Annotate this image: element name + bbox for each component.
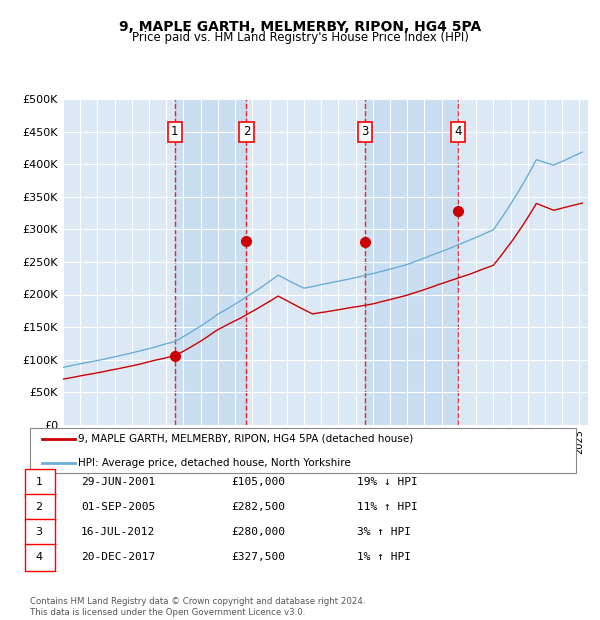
Text: £105,000: £105,000 [231, 477, 285, 487]
Bar [365, 99, 458, 425]
Text: 11% ↑ HPI: 11% ↑ HPI [357, 502, 418, 512]
Text: 3: 3 [35, 527, 43, 537]
Text: 1% ↑ HPI: 1% ↑ HPI [357, 552, 411, 562]
Text: 2: 2 [243, 125, 250, 138]
Text: 1: 1 [35, 477, 43, 487]
Text: 3% ↑ HPI: 3% ↑ HPI [357, 527, 411, 537]
Text: 01-SEP-2005: 01-SEP-2005 [81, 502, 155, 512]
Text: 16-JUL-2012: 16-JUL-2012 [81, 527, 155, 537]
Text: £327,500: £327,500 [231, 552, 285, 562]
Text: £280,000: £280,000 [231, 527, 285, 537]
Text: 1: 1 [171, 125, 178, 138]
Text: Price paid vs. HM Land Registry's House Price Index (HPI): Price paid vs. HM Land Registry's House … [131, 31, 469, 44]
Text: 20-DEC-2017: 20-DEC-2017 [81, 552, 155, 562]
Text: 2: 2 [35, 502, 43, 512]
Bar [175, 99, 247, 425]
Text: £282,500: £282,500 [231, 502, 285, 512]
Text: 9, MAPLE GARTH, MELMERBY, RIPON, HG4 5PA (detached house): 9, MAPLE GARTH, MELMERBY, RIPON, HG4 5PA… [78, 434, 413, 444]
Text: 4: 4 [35, 552, 43, 562]
Text: Contains HM Land Registry data © Crown copyright and database right 2024.
This d: Contains HM Land Registry data © Crown c… [30, 598, 365, 617]
Text: 3: 3 [361, 125, 368, 138]
Text: 29-JUN-2001: 29-JUN-2001 [81, 477, 155, 487]
Text: HPI: Average price, detached house, North Yorkshire: HPI: Average price, detached house, Nort… [78, 458, 351, 467]
Text: 4: 4 [455, 125, 462, 138]
Text: 19% ↓ HPI: 19% ↓ HPI [357, 477, 418, 487]
Text: 9, MAPLE GARTH, MELMERBY, RIPON, HG4 5PA: 9, MAPLE GARTH, MELMERBY, RIPON, HG4 5PA [119, 20, 481, 34]
